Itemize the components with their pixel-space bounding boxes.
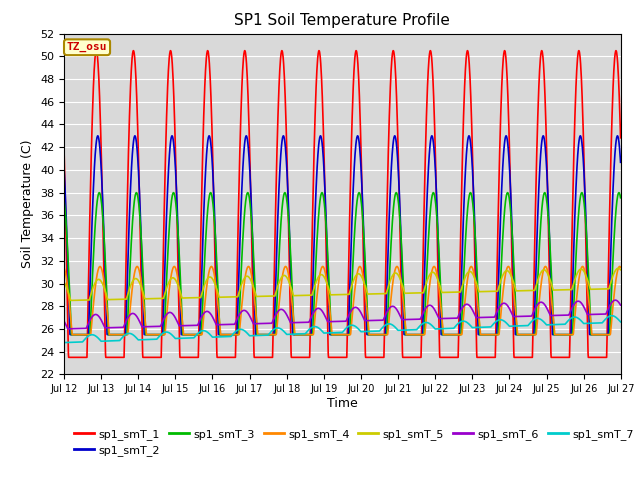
Line: sp1_smT_1: sp1_smT_1 xyxy=(64,51,621,357)
sp1_smT_3 xyxy=(617,195,625,201)
sp1_smT_1 xyxy=(504,109,512,115)
sp1_smT_1 xyxy=(617,135,625,141)
sp1_smT_2 xyxy=(216,332,223,337)
Text: TZ_osu: TZ_osu xyxy=(67,42,108,52)
sp1_smT_1 xyxy=(92,48,100,54)
sp1_smT_5 xyxy=(67,298,74,303)
X-axis label: Time: Time xyxy=(327,397,358,410)
sp1_smT_7 xyxy=(60,340,68,346)
Line: sp1_smT_2: sp1_smT_2 xyxy=(64,136,621,335)
sp1_smT_5 xyxy=(614,265,622,271)
sp1_smT_5 xyxy=(371,291,378,297)
sp1_smT_5 xyxy=(358,276,366,281)
sp1_smT_1 xyxy=(584,311,591,316)
sp1_smT_6 xyxy=(216,322,223,327)
Line: sp1_smT_7: sp1_smT_7 xyxy=(64,316,621,343)
sp1_smT_1 xyxy=(371,354,379,360)
sp1_smT_6 xyxy=(612,297,620,303)
sp1_smT_3 xyxy=(584,246,591,252)
sp1_smT_2 xyxy=(504,148,512,154)
Legend: sp1_smT_1, sp1_smT_2, sp1_smT_3, sp1_smT_4, sp1_smT_5, sp1_smT_6, sp1_smT_7: sp1_smT_1, sp1_smT_2, sp1_smT_3, sp1_smT… xyxy=(70,424,638,460)
sp1_smT_6 xyxy=(504,304,512,310)
Line: sp1_smT_4: sp1_smT_4 xyxy=(64,266,621,335)
sp1_smT_6 xyxy=(64,326,72,332)
sp1_smT_4 xyxy=(358,270,366,276)
Line: sp1_smT_3: sp1_smT_3 xyxy=(64,192,621,335)
sp1_smT_3 xyxy=(359,216,367,222)
sp1_smT_7 xyxy=(617,319,625,325)
sp1_smT_7 xyxy=(583,321,591,326)
sp1_smT_4 xyxy=(617,264,625,270)
sp1_smT_7 xyxy=(215,334,223,340)
sp1_smT_7 xyxy=(358,329,366,335)
sp1_smT_5 xyxy=(504,268,512,274)
sp1_smT_2 xyxy=(584,255,591,261)
sp1_smT_4 xyxy=(371,332,378,337)
sp1_smT_2 xyxy=(60,164,68,169)
sp1_smT_4 xyxy=(216,318,223,324)
sp1_smT_6 xyxy=(371,318,378,324)
sp1_smT_3 xyxy=(216,327,223,333)
sp1_smT_5 xyxy=(60,279,68,285)
sp1_smT_7 xyxy=(504,322,512,327)
sp1_smT_4 xyxy=(584,284,591,290)
sp1_smT_4 xyxy=(504,264,512,269)
sp1_smT_3 xyxy=(68,332,76,337)
sp1_smT_5 xyxy=(583,276,591,281)
sp1_smT_2 xyxy=(67,332,74,337)
sp1_smT_6 xyxy=(60,318,68,324)
sp1_smT_3 xyxy=(371,332,379,337)
sp1_smT_2 xyxy=(371,332,379,337)
sp1_smT_1 xyxy=(216,354,223,360)
sp1_smT_2 xyxy=(617,159,625,165)
sp1_smT_4 xyxy=(504,264,512,269)
sp1_smT_3 xyxy=(568,332,575,337)
sp1_smT_3 xyxy=(60,197,68,203)
sp1_smT_1 xyxy=(568,240,575,246)
Line: sp1_smT_6: sp1_smT_6 xyxy=(64,300,621,329)
sp1_smT_5 xyxy=(216,294,223,300)
sp1_smT_6 xyxy=(358,313,366,319)
sp1_smT_5 xyxy=(568,287,575,293)
sp1_smT_4 xyxy=(568,332,575,337)
sp1_smT_4 xyxy=(60,265,68,271)
sp1_smT_4 xyxy=(68,332,76,337)
sp1_smT_7 xyxy=(371,328,378,334)
sp1_smT_6 xyxy=(617,302,625,308)
Line: sp1_smT_5: sp1_smT_5 xyxy=(64,268,621,300)
sp1_smT_5 xyxy=(617,267,625,273)
Title: SP1 Soil Temperature Profile: SP1 Soil Temperature Profile xyxy=(234,13,451,28)
sp1_smT_7 xyxy=(608,313,616,319)
sp1_smT_2 xyxy=(359,204,367,209)
sp1_smT_6 xyxy=(568,306,575,312)
sp1_smT_3 xyxy=(95,190,103,195)
sp1_smT_2 xyxy=(94,133,102,139)
sp1_smT_6 xyxy=(583,311,591,317)
Y-axis label: Soil Temperature (C): Soil Temperature (C) xyxy=(22,140,35,268)
sp1_smT_1 xyxy=(65,354,72,360)
sp1_smT_3 xyxy=(504,191,512,197)
sp1_smT_7 xyxy=(568,315,575,321)
sp1_smT_1 xyxy=(359,221,367,227)
sp1_smT_1 xyxy=(60,144,68,150)
sp1_smT_2 xyxy=(568,306,575,312)
